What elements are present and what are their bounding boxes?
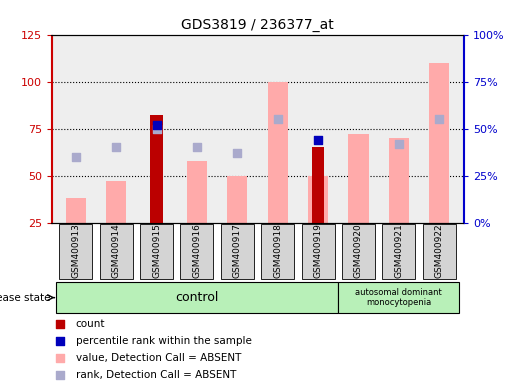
- Bar: [429, 63, 450, 223]
- FancyBboxPatch shape: [261, 224, 294, 279]
- FancyBboxPatch shape: [301, 224, 335, 279]
- Text: GSM400916: GSM400916: [193, 223, 201, 278]
- FancyBboxPatch shape: [59, 224, 92, 279]
- Text: GSM400922: GSM400922: [435, 223, 444, 278]
- Bar: [187, 161, 207, 223]
- Text: disease state: disease state: [0, 293, 50, 303]
- Bar: [56, 282, 338, 313]
- Point: [233, 150, 242, 156]
- FancyBboxPatch shape: [221, 224, 254, 279]
- Point: [314, 137, 322, 143]
- FancyBboxPatch shape: [180, 224, 214, 279]
- Text: GSM400920: GSM400920: [354, 223, 363, 278]
- FancyBboxPatch shape: [342, 224, 375, 279]
- Point: [193, 144, 201, 151]
- Bar: [308, 176, 328, 223]
- Text: GSM400918: GSM400918: [273, 223, 282, 278]
- Point: [152, 126, 161, 132]
- FancyBboxPatch shape: [382, 224, 416, 279]
- Text: GSM400919: GSM400919: [314, 223, 322, 278]
- Point: [112, 144, 120, 151]
- Text: GSM400917: GSM400917: [233, 223, 242, 278]
- Bar: [389, 138, 409, 223]
- Point: [435, 116, 443, 122]
- Text: GSM400915: GSM400915: [152, 223, 161, 278]
- Point: [346, 111, 354, 117]
- Bar: [348, 134, 369, 223]
- Text: control: control: [175, 291, 218, 304]
- Bar: [65, 198, 86, 223]
- Text: GSM400913: GSM400913: [71, 223, 80, 278]
- FancyBboxPatch shape: [423, 224, 456, 279]
- Text: value, Detection Call = ABSENT: value, Detection Call = ABSENT: [76, 353, 241, 363]
- Point: [346, 268, 354, 274]
- Bar: [106, 181, 126, 223]
- Bar: [150, 116, 163, 223]
- Text: rank, Detection Call = ABSENT: rank, Detection Call = ABSENT: [76, 370, 236, 381]
- Text: GSM400921: GSM400921: [394, 223, 403, 278]
- Bar: [312, 147, 324, 223]
- Text: GSM400914: GSM400914: [112, 223, 121, 278]
- Text: autosomal dominant
monocytopenia: autosomal dominant monocytopenia: [355, 288, 442, 307]
- Text: count: count: [76, 318, 105, 329]
- Point: [395, 141, 403, 147]
- Bar: [338, 282, 459, 313]
- Bar: [268, 82, 288, 223]
- FancyBboxPatch shape: [99, 224, 133, 279]
- Point: [152, 122, 161, 128]
- FancyBboxPatch shape: [140, 224, 173, 279]
- Text: percentile rank within the sample: percentile rank within the sample: [76, 336, 251, 346]
- Title: GDS3819 / 236377_at: GDS3819 / 236377_at: [181, 18, 334, 32]
- Bar: [227, 176, 247, 223]
- Point: [72, 154, 80, 160]
- Point: [273, 116, 282, 122]
